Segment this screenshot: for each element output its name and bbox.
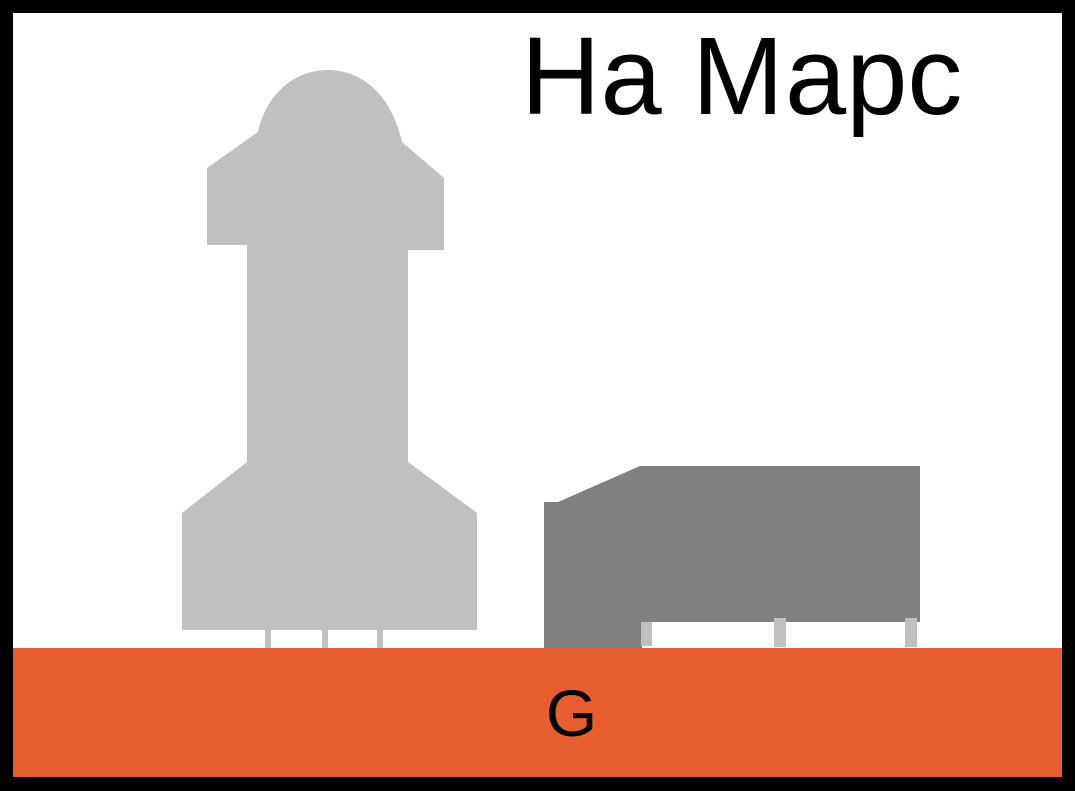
low-vehicle-body [544, 466, 920, 648]
tall-vehicle-body [182, 70, 477, 630]
diagram-title: На Марс [521, 15, 963, 138]
low-vehicle-leg-2 [774, 618, 786, 647]
low-vehicle-leg-3 [905, 618, 917, 647]
tall-vehicle-leg-1 [265, 628, 271, 648]
low-vehicle-leg-1 [641, 622, 652, 646]
tall-vehicle [182, 70, 477, 648]
tall-vehicle-leg-2 [322, 628, 328, 648]
ground-strip [13, 648, 1062, 777]
tall-vehicle-leg-3 [377, 628, 383, 648]
low-vehicle [544, 466, 920, 648]
ground-label: G [545, 675, 598, 750]
